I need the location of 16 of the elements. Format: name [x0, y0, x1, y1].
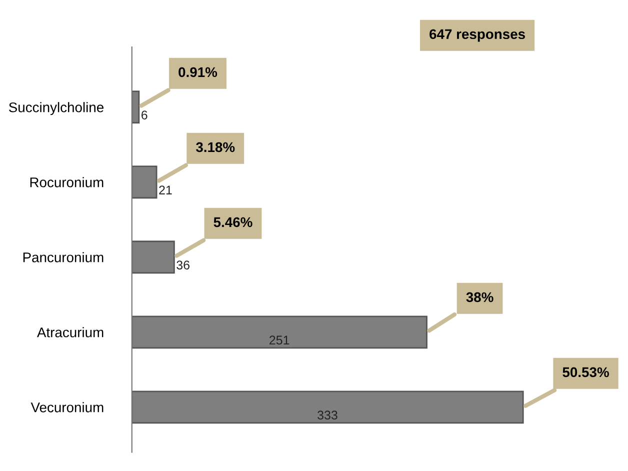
annotation: 3.18%: [196, 142, 235, 152]
annotation: 38%: [466, 292, 494, 302]
data-label: 36: [176, 260, 190, 270]
y-tick-label: Succinylcholine: [9, 102, 104, 116]
annotation: 0.91%: [178, 67, 218, 78]
y-tick-label: Atracurium: [36, 327, 104, 338]
text: 647 responses: [430, 29, 525, 42]
y-tick-label: Rocuronium: [30, 177, 104, 188]
y-tick-label: Vecuronium: [30, 402, 104, 412]
data-label: 21: [159, 186, 172, 194]
annotation: 50.53%: [562, 367, 609, 378]
data-label: 6: [142, 110, 148, 120]
data-label: 251: [270, 336, 290, 344]
annotation: 5.46%: [214, 217, 252, 228]
y-tick-label: Pancuronium: [23, 252, 104, 262]
data-label: 333: [318, 410, 338, 420]
